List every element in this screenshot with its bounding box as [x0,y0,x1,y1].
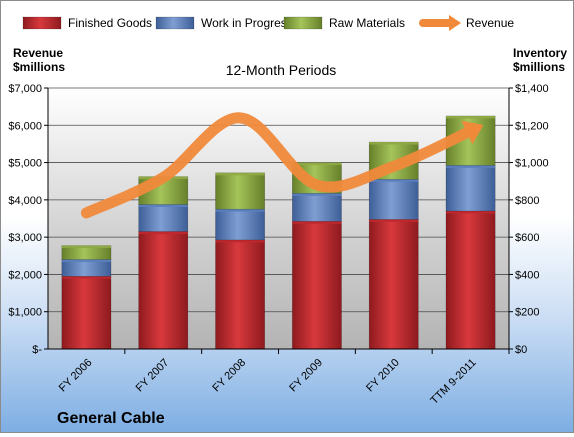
right-tick-label: $1,000 [515,158,549,170]
bar-work-in-progress [292,193,342,222]
bar-work-in-progress [138,204,189,232]
legend-label-raw-materials: Raw Materials [329,16,405,30]
company-name: General Cable [57,410,165,427]
x-tick-label: FY 2009 [287,357,325,395]
left-tick-label: $6,000 [8,120,42,132]
legend-label-revenue: Revenue [466,16,514,30]
bar-finished-goods [368,219,419,350]
bar-cap-raw-materials [369,142,419,145]
left-tick-label: $4,000 [8,195,42,207]
left-tick-label: $1,000 [8,307,42,319]
bar-finished-goods [292,221,342,350]
bar-work-in-progress [61,259,112,277]
bar-cap-finished-goods [138,231,188,235]
bar-finished-goods [138,231,189,350]
left-tick-label: $- [32,344,42,356]
legend-swatch-finished-goods [22,16,62,30]
left-axis-title-line2: $millions [13,60,65,74]
bar-cap-raw-materials [292,162,342,166]
bar-cap-finished-goods [61,276,112,279]
legend-swatch-raw-materials [283,16,323,30]
left-tick-label: $5,000 [8,158,42,170]
bar-cap-work-in-progress [215,209,265,212]
right-axis-title-line1: Inventory [513,46,567,60]
right-tick-label: $800 [515,195,539,207]
bar-cap-raw-materials [445,115,496,119]
left-tick-label: $3,000 [8,232,42,244]
chart-title: 12-Month Periods [226,62,337,78]
bar-raw-materials [215,172,265,210]
bar-work-in-progress [445,165,496,212]
bar-cap-finished-goods [445,211,496,214]
bar-work-in-progress [368,179,419,220]
bar-cap-finished-goods [292,221,342,224]
bar-cap-work-in-progress [138,204,188,208]
left-tick-label: $7,000 [8,83,42,95]
left-axis-title-line1: Revenue [13,46,63,60]
bar-cap-work-in-progress [445,165,496,168]
bar-finished-goods [61,276,112,350]
bar-cap-work-in-progress [369,179,419,182]
legend-label-finished-goods: Finished Goods [68,16,152,30]
right-tick-label: $0 [515,344,527,356]
bar-cap-raw-materials [61,245,112,249]
x-tick-label: FY 2007 [134,357,172,395]
plot-area [48,88,509,349]
right-axis-title-line2: $millions [513,60,565,74]
bar-cap-work-in-progress [61,259,112,263]
legend-swatch-arrow-revenue [449,15,461,31]
bar-cap-finished-goods [215,239,265,243]
x-tick-label: FY 2006 [57,357,95,395]
right-tick-label: $600 [515,232,539,244]
revenue-line [80,112,477,219]
bar-cap-work-in-progress [292,193,342,196]
x-tick-label: TTM 9-2011 [428,357,478,407]
bar-cap-finished-goods [369,219,419,222]
x-tick-label: FY 2008 [210,357,248,395]
x-tick-label: FY 2010 [364,357,402,395]
bar-cap-raw-materials [215,172,265,176]
left-tick-label: $2,000 [8,269,42,281]
revenue-arrowhead [461,120,484,145]
legend-label-work-in-progress: Work in Progress [201,16,293,30]
right-tick-label: $1,200 [515,120,549,132]
right-tick-label: $400 [515,269,539,281]
right-tick-label: $1,400 [515,83,549,95]
bar-work-in-progress [215,208,265,241]
legend-swatch-work-in-progress [155,16,195,30]
right-tick-label: $200 [515,307,539,319]
bar-finished-goods [215,239,265,350]
bar-finished-goods [445,210,496,350]
